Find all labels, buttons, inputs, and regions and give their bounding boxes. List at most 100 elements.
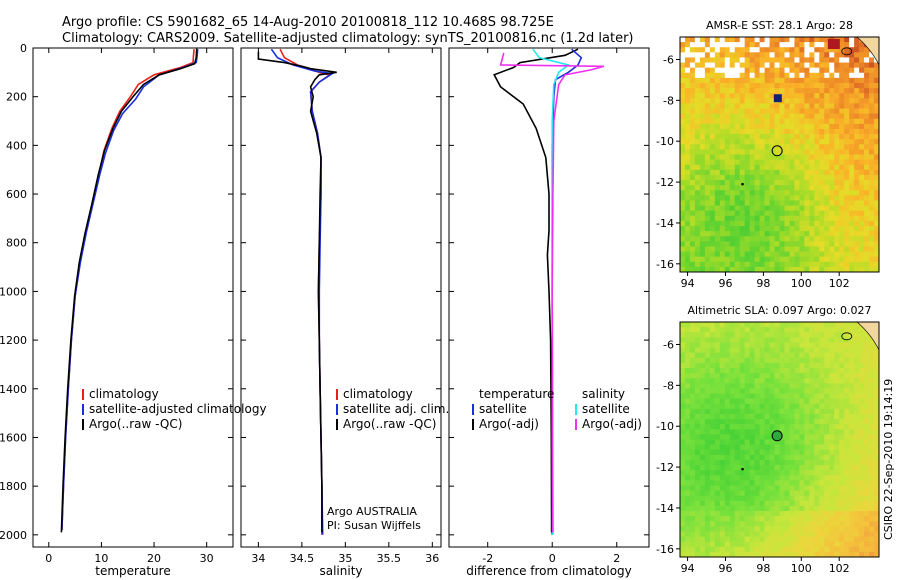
map-cell: [694, 42, 701, 48]
map-cell: [789, 408, 795, 415]
map-cell: [774, 459, 780, 466]
map-cell: [759, 113, 765, 120]
map-cell: [804, 246, 810, 252]
map-cell: [819, 480, 825, 486]
map-cell: [839, 82, 845, 89]
map-cell: [714, 195, 721, 201]
map-cell: [784, 159, 790, 166]
map-cell: [744, 337, 751, 343]
map-cell: [794, 408, 800, 415]
map-cell: [854, 210, 860, 217]
map-cell: [734, 149, 741, 155]
map-cell: [729, 352, 736, 359]
map-cell: [759, 200, 765, 206]
map-cell: [724, 373, 731, 379]
map-cell: [804, 134, 810, 140]
map-cell: [874, 144, 880, 150]
map-cell: [749, 37, 756, 43]
map-cell: [854, 434, 860, 440]
map-cell: [779, 72, 785, 79]
map-cell: [739, 388, 746, 394]
map-cell: [774, 424, 780, 430]
map-cell: [794, 108, 800, 115]
map-cell: [784, 403, 790, 410]
map-cell: [829, 88, 835, 94]
map-cell: [814, 246, 820, 252]
map-cell: [789, 429, 795, 435]
map-cell: [694, 511, 701, 517]
map-cell: [874, 429, 880, 435]
map-cell: [719, 231, 726, 237]
map-cell: [769, 322, 775, 328]
map-cell: [824, 408, 830, 415]
map-cell: [864, 159, 870, 166]
map-cell: [769, 164, 775, 171]
map-cell: [834, 236, 840, 242]
map-cell: [764, 37, 770, 43]
map-cell: [680, 93, 686, 99]
map-cell: [829, 500, 835, 507]
map-cell: [814, 52, 820, 58]
map-cell: [789, 256, 795, 263]
map-cell: [680, 429, 686, 435]
map-cell: [714, 149, 721, 155]
map-cell: [824, 367, 830, 374]
map-cell: [839, 251, 845, 258]
map-cell: [689, 215, 696, 222]
temperature-ytick-label: 800: [6, 237, 27, 250]
map-cell: [729, 52, 736, 58]
map-cell: [714, 480, 721, 486]
sst-map-ytick-label: -16: [656, 258, 674, 271]
map-cell: [804, 470, 810, 476]
map-cell: [684, 480, 691, 486]
map-cell: [839, 108, 845, 115]
map-cell: [764, 123, 770, 130]
map-cell: [859, 195, 865, 201]
map-cell: [804, 144, 810, 150]
map-cell: [689, 327, 696, 333]
map-cell: [869, 231, 875, 237]
map-cell: [779, 215, 785, 222]
map-cell: [869, 429, 875, 435]
map-cell: [734, 429, 741, 435]
map-cell: [814, 347, 820, 354]
map-cell: [709, 154, 716, 161]
map-cell: [864, 77, 870, 84]
map-cell: [680, 134, 686, 140]
argo-position-marker: [771, 145, 783, 157]
map-cell: [819, 77, 825, 84]
map-cell: [799, 449, 805, 456]
map-cell: [849, 449, 855, 456]
map-cell: [814, 516, 820, 522]
map-cell: [779, 449, 785, 456]
map-cell: [684, 378, 691, 384]
map-cell: [809, 42, 815, 48]
map-cell: [744, 210, 751, 217]
map-cell: [744, 470, 751, 476]
map-cell: [734, 352, 741, 359]
map-cell: [724, 200, 731, 206]
map-cell: [689, 113, 696, 120]
sst-map-title: AMSR-E SST: 28.1 Argo: 28: [706, 19, 853, 32]
map-cell: [854, 123, 860, 130]
map-cell: [779, 332, 785, 338]
map-cell: [854, 144, 860, 150]
map-cell: [680, 266, 686, 273]
map-cell: [774, 113, 780, 120]
map-cell: [814, 67, 820, 74]
map-cell: [799, 393, 805, 400]
map-cell: [729, 226, 736, 232]
map-cell: [749, 77, 756, 84]
header-line2: Climatology: CARS2009. Satellite-adjuste…: [62, 31, 634, 46]
map-cell: [739, 226, 746, 232]
map-cell: [854, 419, 860, 425]
map-cell: [809, 424, 815, 430]
map-cell: [684, 185, 691, 191]
map-cell: [799, 495, 805, 502]
map-cell: [719, 47, 726, 53]
map-cell: [839, 185, 845, 191]
map-cell: [814, 378, 820, 384]
map-cell: [824, 149, 830, 155]
map-cell: [869, 113, 875, 120]
map-cell: [680, 220, 686, 227]
